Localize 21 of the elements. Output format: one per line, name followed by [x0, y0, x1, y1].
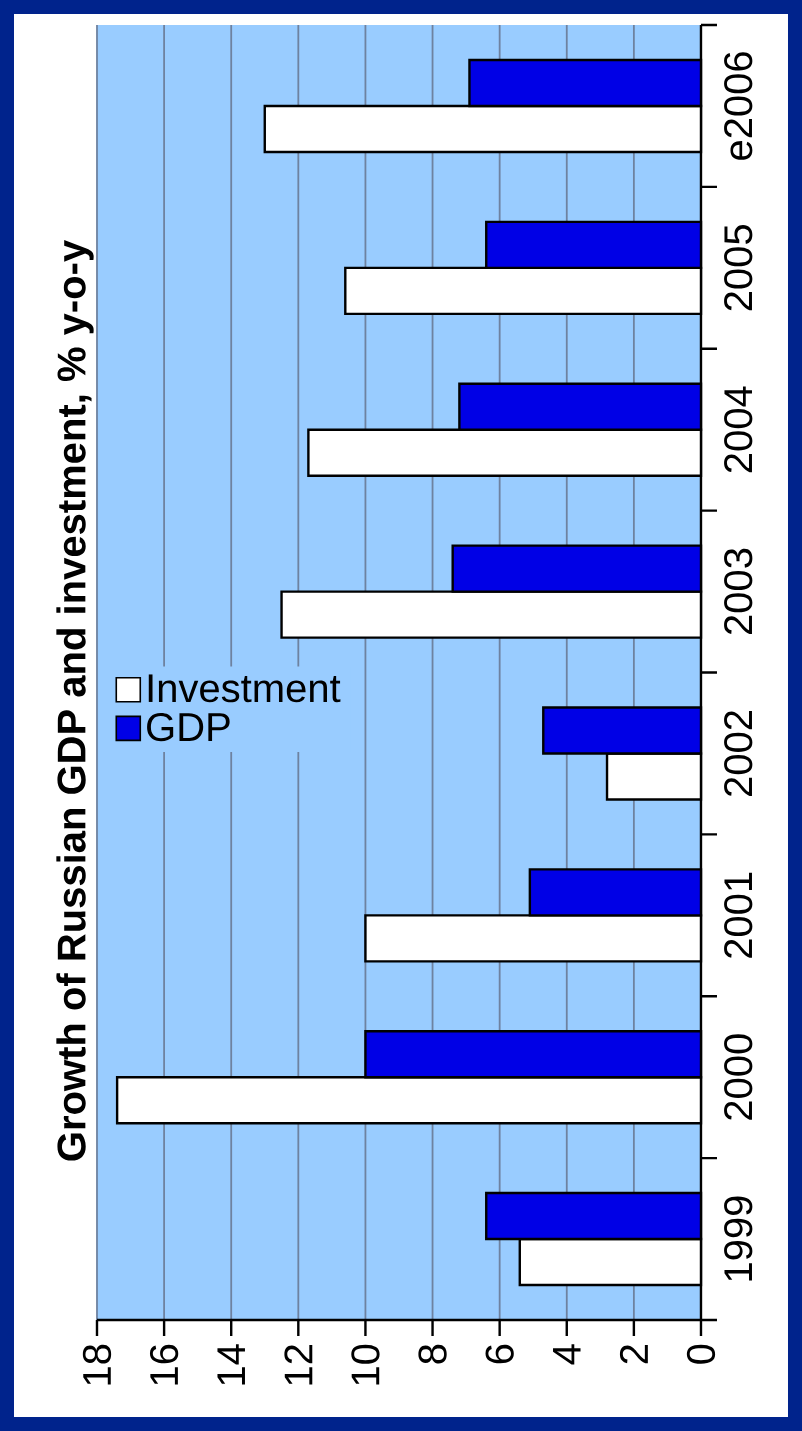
text: Growth of Russian GDP and investment, % y-o-y [56, 240, 94, 1161]
y-tick-label: 2005 [724, 225, 753, 311]
x-tick-label: 10 [351, 1344, 380, 1385]
y-tick-label: 1999 [724, 1196, 753, 1281]
x-tick-label: 18 [82, 1344, 112, 1385]
x-tick-label: 2 [619, 1345, 648, 1364]
x-tick-label: 0 [686, 1344, 716, 1364]
x-tick-label: 6 [485, 1344, 514, 1364]
x-tick-label: 12 [284, 1345, 313, 1385]
y-tick-label: e2006 [724, 52, 753, 160]
legend-label: GDP [147, 712, 230, 742]
x-tick-label: 4 [553, 1344, 581, 1365]
y-tick-label: 2004 [724, 386, 753, 473]
y-tick-label: 2002 [724, 710, 753, 796]
x-tick-label: 14 [217, 1344, 245, 1385]
y-tick-label: 2003 [724, 548, 753, 635]
x-tick-label: 16 [149, 1344, 179, 1385]
x-tick-label: 8 [418, 1344, 447, 1364]
legend-label: Investment [148, 674, 341, 703]
y-tick-label: 2001 [724, 872, 753, 958]
y-tick-label: 2000 [724, 1034, 753, 1120]
